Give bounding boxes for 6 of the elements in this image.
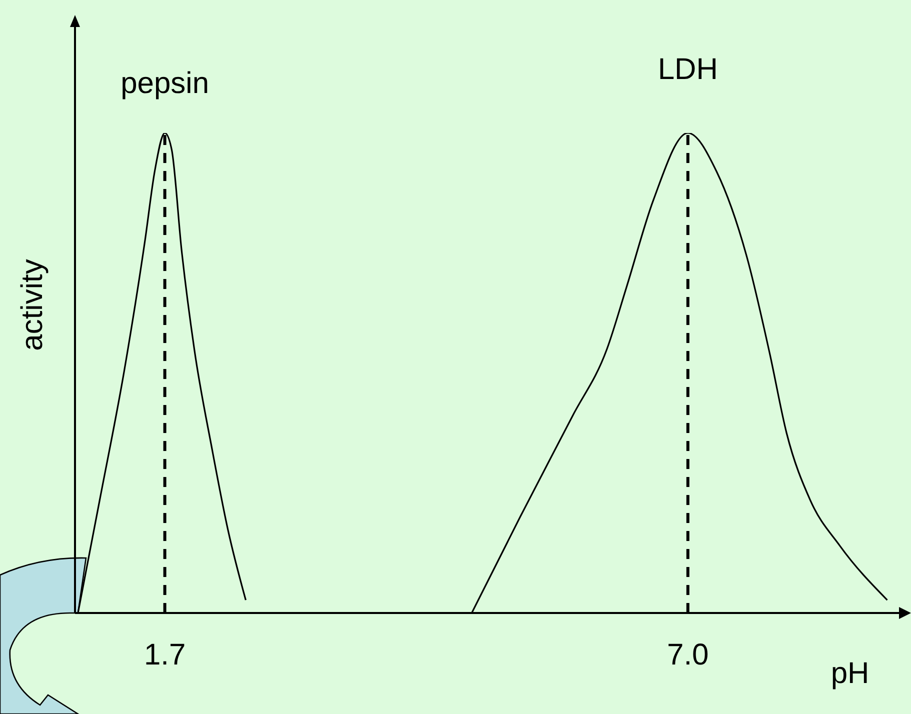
x-axis-title: pH bbox=[830, 657, 870, 690]
y-axis-title: activity bbox=[16, 259, 50, 351]
x-tick-label: 7.0 bbox=[667, 638, 709, 672]
series-label: pepsin bbox=[120, 67, 210, 100]
x-tick-label: 1.7 bbox=[144, 638, 186, 672]
series-label: LDH bbox=[658, 53, 718, 86]
